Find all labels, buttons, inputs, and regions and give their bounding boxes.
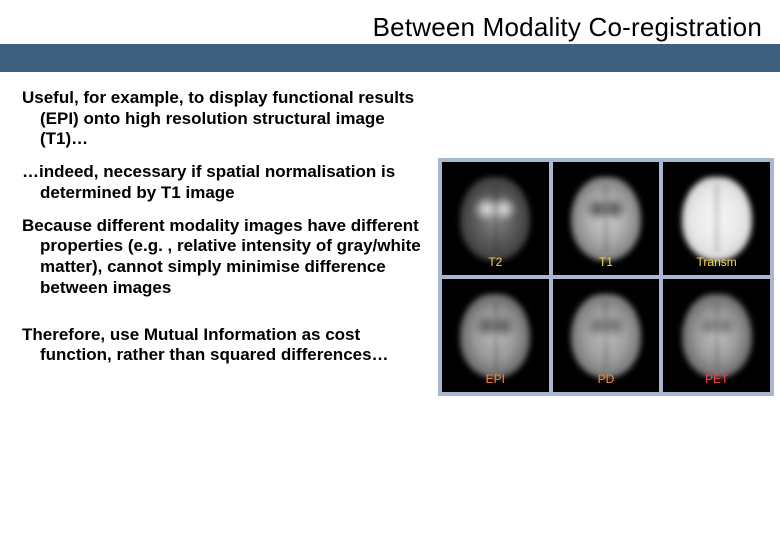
slide-title: Between Modality Co-registration (373, 12, 762, 43)
scan-label: T1 (599, 255, 613, 269)
scan-label: Transm (697, 255, 737, 269)
scan-epi: EPI (442, 279, 549, 392)
paragraph-3: Because different modality images have d… (22, 216, 427, 299)
scan-pd: PD (553, 279, 660, 392)
body-text: Useful, for example, to display function… (22, 88, 427, 378)
modality-figure: T2 T1 Transm EPI PD PET (438, 158, 774, 396)
brain-image (460, 294, 530, 378)
scan-label: EPI (486, 372, 505, 386)
scan-transm: Transm (663, 162, 770, 275)
paragraph-1: Useful, for example, to display function… (22, 88, 427, 150)
header-band (0, 44, 780, 72)
brain-image (682, 294, 752, 378)
scan-t1: T1 (553, 162, 660, 275)
scan-label: PET (705, 372, 728, 386)
brain-image (460, 177, 530, 261)
brain-image (571, 294, 641, 378)
paragraph-4: Therefore, use Mutual Information as cos… (22, 325, 427, 366)
brain-image (571, 177, 641, 261)
scan-label: T2 (488, 255, 502, 269)
scan-pet: PET (663, 279, 770, 392)
scan-t2: T2 (442, 162, 549, 275)
brain-image (682, 177, 752, 261)
paragraph-2: …indeed, necessary if spatial normalisat… (22, 162, 427, 203)
scan-label: PD (598, 372, 615, 386)
